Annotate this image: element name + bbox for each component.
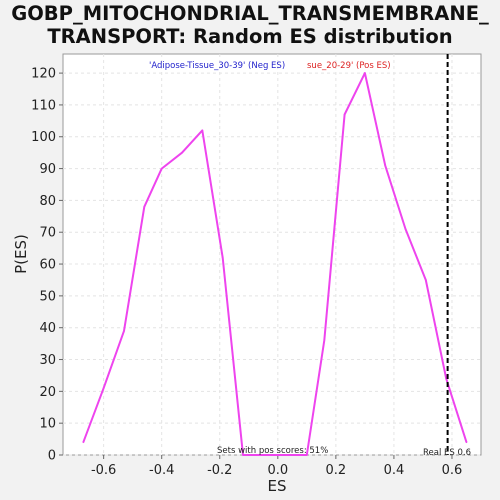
data-point — [425, 279, 427, 281]
y-tick-label: 40 — [39, 321, 56, 336]
y-tick-label: 50 — [39, 289, 56, 304]
y-tick-label: 110 — [31, 98, 56, 113]
data-point — [181, 151, 183, 154]
data-point — [364, 72, 366, 74]
y-tick-label: 20 — [39, 385, 56, 400]
series-layer — [82, 72, 468, 456]
data-point — [262, 454, 265, 456]
x-tick-label: -0.2 — [207, 463, 232, 478]
x-axis-label: ES — [268, 477, 287, 495]
data-point — [343, 113, 346, 116]
data-point — [123, 330, 125, 332]
y-tick-label: 70 — [39, 226, 56, 241]
y-axis-label: P(ES) — [12, 234, 30, 274]
y-tick-label: 10 — [39, 417, 56, 432]
real-es-label: Real ES 0.6 — [423, 448, 471, 458]
x-tick-label: 0.4 — [384, 463, 405, 478]
data-point — [465, 441, 468, 444]
x-tick-label: 0.0 — [267, 463, 288, 478]
data-point — [82, 441, 85, 444]
data-point — [384, 164, 387, 167]
data-point — [102, 387, 105, 389]
data-point — [221, 256, 224, 259]
data-point — [160, 167, 163, 170]
x-tick-label: -0.4 — [149, 463, 174, 478]
chart-title-line-2: TRANSPORT: Random ES distribution — [47, 25, 453, 48]
data-point — [143, 205, 146, 208]
y-tick-label: 60 — [39, 258, 56, 273]
data-point — [306, 454, 308, 456]
y-tick-label: 120 — [31, 67, 56, 82]
y-tick-label: 0 — [48, 449, 56, 464]
y-tick-label: 80 — [39, 194, 56, 209]
y-axis-ticks: 0 10 20 30 40 50 60 70 80 90 100 110 120 — [31, 67, 63, 464]
x-tick-label: 0.6 — [442, 463, 463, 478]
chart-title-line-1: GOBP_MITOCHONDRIAL_TRANSMEMBRANE_ — [11, 2, 489, 25]
es-distribution-line — [82, 72, 468, 456]
pos-scores-label: Sets with pos scores: 51% — [217, 446, 328, 456]
x-axis-ticks: -0.6 -0.4 -0.2 0.0 0.2 0.4 0.6 — [91, 455, 462, 478]
data-point — [282, 454, 285, 456]
y-tick-label: 100 — [31, 130, 56, 145]
pos-es-label: sue_20-29' (Pos ES) — [307, 61, 391, 71]
data-point — [323, 339, 326, 342]
data-point — [404, 228, 407, 230]
x-tick-label: 0.2 — [326, 463, 347, 478]
data-point — [201, 129, 204, 132]
data-point — [242, 454, 244, 456]
plot-area — [62, 53, 482, 456]
y-tick-label: 90 — [39, 162, 56, 177]
y-tick-label: 30 — [39, 353, 56, 368]
neg-es-label: 'Adipose-Tissue_30-39' (Neg ES) — [149, 61, 285, 71]
data-point — [445, 377, 447, 380]
grid — [63, 54, 481, 456]
x-tick-label: -0.6 — [91, 463, 116, 478]
